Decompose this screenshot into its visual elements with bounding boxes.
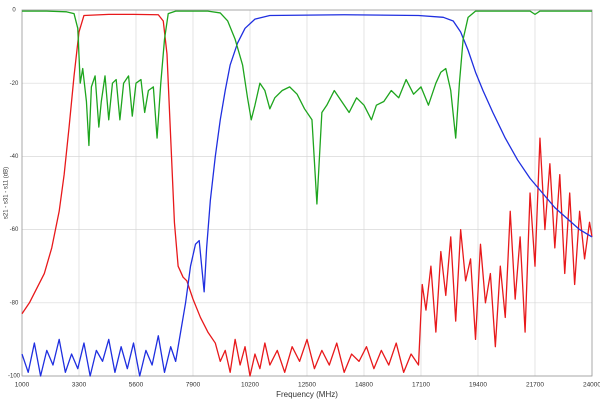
x-axis-label: Frequency (MHz): [276, 390, 338, 399]
y-axis-label: s21 - s31 - s11 (dB): [4, 167, 10, 219]
x-tick-label: 24000: [583, 382, 600, 389]
y-tick-label: -60: [10, 227, 19, 233]
y-tick-label: -40: [10, 154, 19, 160]
x-tick-label: 14800: [355, 382, 373, 389]
x-tick-label: 1000: [15, 382, 30, 389]
y-tick-label: -100: [8, 374, 21, 380]
y-tick-label: -80: [10, 300, 19, 306]
x-tick-label: 12500: [298, 382, 316, 389]
x-tick-label: 10200: [241, 382, 259, 389]
x-tick-label: 17100: [412, 382, 430, 389]
x-tick-label: 3300: [72, 382, 87, 389]
series-line: [22, 10, 592, 205]
series-line: [21, 13, 593, 377]
x-tick-label: 19400: [469, 382, 487, 389]
x-tick-label: 5600: [129, 382, 144, 389]
y-tick-label: -20: [10, 81, 19, 87]
series-line: [21, 14, 593, 377]
y-tick-label: 0: [12, 8, 16, 14]
x-tick-label: 7900: [186, 382, 201, 389]
plot-frame: [21, 9, 593, 377]
x-tick-label: 21700: [526, 382, 544, 389]
